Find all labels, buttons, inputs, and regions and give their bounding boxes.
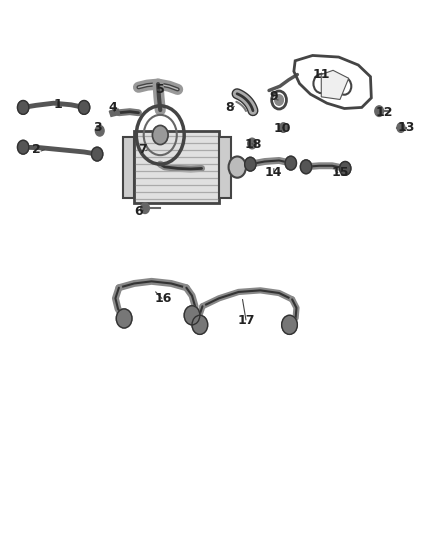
Circle shape xyxy=(375,106,384,116)
Text: 1: 1 xyxy=(53,98,62,111)
Circle shape xyxy=(279,123,287,132)
Circle shape xyxy=(95,125,104,136)
Polygon shape xyxy=(321,70,349,100)
Text: 7: 7 xyxy=(138,143,147,156)
Circle shape xyxy=(192,316,208,334)
Polygon shape xyxy=(110,109,120,116)
Text: 5: 5 xyxy=(156,84,165,96)
Text: 15: 15 xyxy=(331,166,349,179)
Text: 2: 2 xyxy=(32,143,41,156)
Circle shape xyxy=(141,203,149,214)
Text: 14: 14 xyxy=(265,166,282,179)
Text: 18: 18 xyxy=(244,138,261,151)
Circle shape xyxy=(285,156,297,170)
Bar xyxy=(123,136,134,198)
Text: 9: 9 xyxy=(269,90,278,103)
Bar xyxy=(134,131,219,203)
Circle shape xyxy=(245,157,256,171)
Circle shape xyxy=(248,138,256,149)
Text: 11: 11 xyxy=(313,68,330,81)
Circle shape xyxy=(18,101,29,114)
Circle shape xyxy=(18,140,29,154)
Circle shape xyxy=(92,147,103,161)
Text: 3: 3 xyxy=(93,121,102,134)
Circle shape xyxy=(300,160,312,174)
Text: 13: 13 xyxy=(397,121,415,134)
Text: 4: 4 xyxy=(108,101,117,114)
Circle shape xyxy=(282,316,297,334)
Bar xyxy=(219,136,231,198)
Circle shape xyxy=(229,157,246,177)
Text: 12: 12 xyxy=(376,106,393,119)
Text: 8: 8 xyxy=(226,101,234,114)
Circle shape xyxy=(339,161,351,175)
Circle shape xyxy=(397,123,405,132)
Circle shape xyxy=(275,95,283,106)
Text: 6: 6 xyxy=(134,205,143,219)
Circle shape xyxy=(184,306,200,325)
Text: 10: 10 xyxy=(273,122,291,135)
Circle shape xyxy=(152,125,168,144)
Text: 17: 17 xyxy=(237,314,255,327)
Text: 16: 16 xyxy=(155,292,172,305)
Circle shape xyxy=(116,309,132,328)
Circle shape xyxy=(78,101,90,114)
